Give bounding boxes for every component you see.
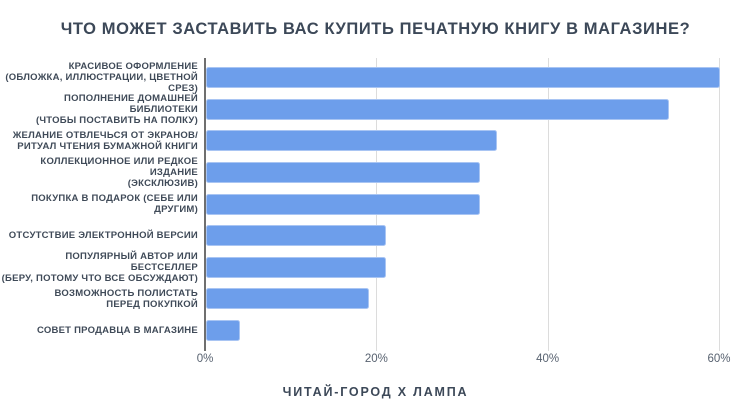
bar <box>206 67 720 89</box>
bar-row: ПОПОЛНЕНИЕ ДОМАШНЕЙ БИБЛИОТЕКИ (ЧТОБЫ ПОС… <box>0 92 751 126</box>
category-label: ВОЗМОЖНОСТЬ ПОЛИСТАТЬ ПЕРЕД ПОКУПКОЙ <box>54 287 198 310</box>
bar <box>206 256 386 278</box>
bar <box>206 162 481 184</box>
category-label: ЖЕЛАНИЕ ОТВЛЕЧЬСЯ ОТ ЭКРАНОВ/РИТУАЛ ЧТЕН… <box>12 129 198 152</box>
bar-row: КОЛЛЕКЦИОННОЕ ИЛИ РЕДКОЕ ИЗДАНИЕ (ЭКСКЛЮЗ… <box>0 156 751 190</box>
x-axis-tick-labels: 0% 20% 40% 60% <box>197 353 731 369</box>
category-label: ПОКУПКА В ПОДАРОК (СЕБЕ ИЛИ ДРУГИМ) <box>31 193 198 216</box>
bar-track <box>205 225 725 247</box>
bar <box>206 130 498 152</box>
x-tick-label: 40% <box>536 353 560 365</box>
bar-row: ПОКУПКА В ПОДАРОК (СЕБЕ ИЛИ ДРУГИМ) <box>0 188 751 220</box>
bar-track <box>205 256 725 278</box>
x-tick-label: 0% <box>196 353 214 365</box>
bar <box>206 320 241 342</box>
source-caption: ЧИТАЙ-ГОРОД X ЛАМПА <box>282 385 469 399</box>
bar-track <box>205 162 725 184</box>
category-label: СОВЕТ ПРОДАВЦА В МАГАЗИНЕ <box>36 325 198 337</box>
bar-rows: КРАСИВОЕ ОФОРМЛЕНИЕ (ОБЛОЖКА, ИЛЛЮСТРАЦИИ… <box>0 61 751 347</box>
category-label: ОТСУТСТВИЕ ЭЛЕКТРОННОЙ ВЕРСИИ <box>8 230 198 242</box>
chart-title: ЧТО МОЖЕТ ЗАСТАВИТЬ ВАС КУПИТЬ ПЕЧАТНУЮ … <box>60 20 691 38</box>
bar-track <box>205 193 725 215</box>
category-label: ПОПУЛЯРНЫЙ АВТОР ИЛИ БЕСТСЕЛЛЕР (БЕРУ, ПО… <box>1 250 198 284</box>
x-tick-label: 20% <box>364 353 388 365</box>
bar-row: ЖЕЛАНИЕ ОТВЛЕЧЬСЯ ОТ ЭКРАНОВ/РИТУАЛ ЧТЕН… <box>0 125 751 157</box>
category-label: КРАСИВОЕ ОФОРМЛЕНИЕ (ОБЛОЖКА, ИЛЛЮСТРАЦИИ… <box>5 61 198 95</box>
category-label: ПОПОЛНЕНИЕ ДОМАШНЕЙ БИБЛИОТЕКИ (ЧТОБЫ ПОС… <box>35 92 198 126</box>
bar <box>206 193 481 215</box>
bar-track <box>205 67 725 89</box>
bar <box>206 98 669 120</box>
bar-row: ВОЗМОЖНОСТЬ ПОЛИСТАТЬ ПЕРЕД ПОКУПКОЙ <box>0 283 751 315</box>
x-tick-label: 60% <box>707 353 731 365</box>
bar <box>206 225 386 247</box>
bar-row: ОТСУТСТВИЕ ЭЛЕКТРОННОЙ ВЕРСИИ <box>0 220 751 252</box>
bar-track <box>205 320 725 342</box>
gridline-40 <box>547 58 549 351</box>
bar-row: ПОПУЛЯРНЫЙ АВТОР ИЛИ БЕСТСЕЛЛЕР (БЕРУ, ПО… <box>0 250 751 284</box>
gridline-60 <box>719 58 720 351</box>
bar-row: КРАСИВОЕ ОФОРМЛЕНИЕ (ОБЛОЖКА, ИЛЛЮСТРАЦИИ… <box>0 61 751 95</box>
bar-row: СОВЕТ ПРОДАВЦА В МАГАЗИНЕ <box>0 315 751 347</box>
category-label: КОЛЛЕКЦИОННОЕ ИЛИ РЕДКОЕ ИЗДАНИЕ (ЭКСКЛЮЗ… <box>40 156 198 190</box>
bar-track <box>205 288 725 310</box>
y-axis-baseline <box>204 58 206 351</box>
bar <box>206 288 369 310</box>
bar-track <box>205 98 725 120</box>
bar-track <box>205 130 725 152</box>
